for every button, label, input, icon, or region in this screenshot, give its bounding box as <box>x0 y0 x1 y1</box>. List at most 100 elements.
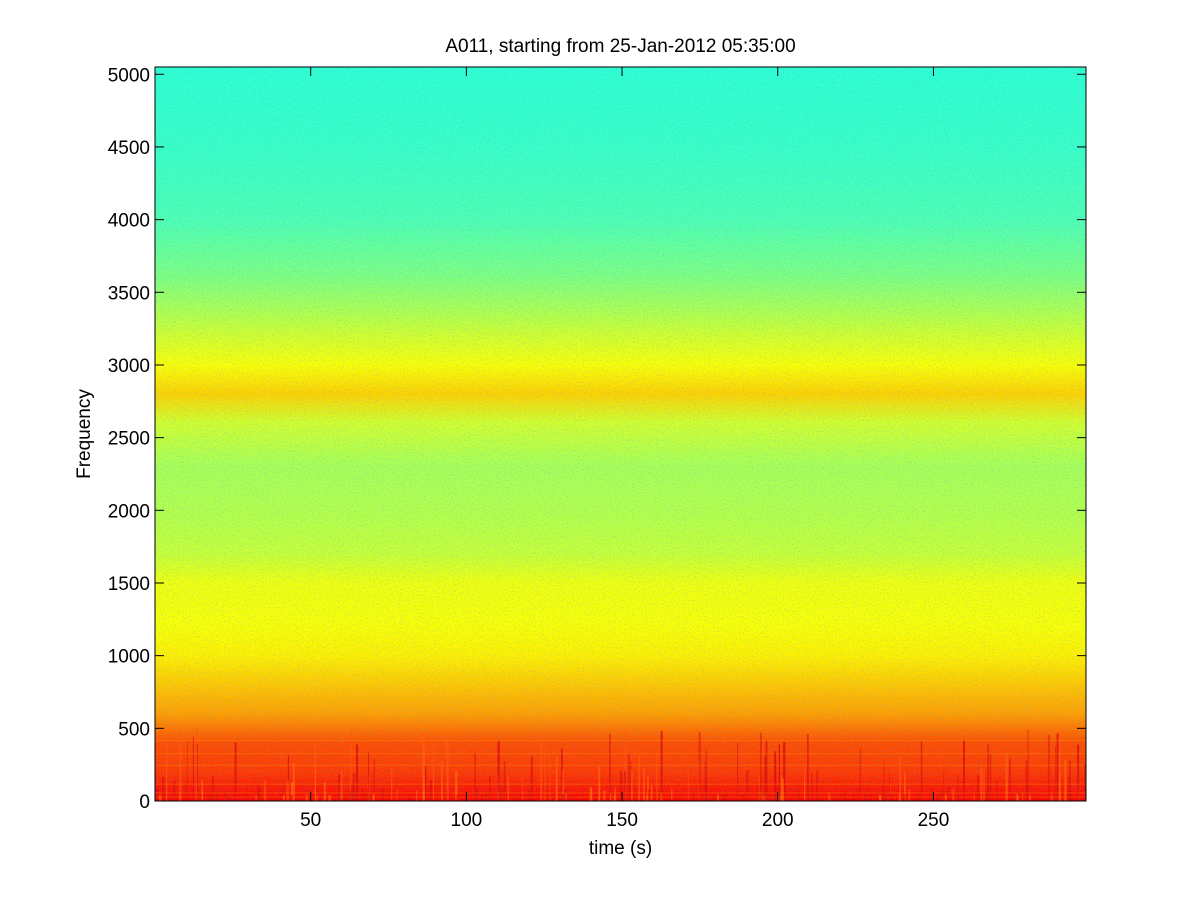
transient-burst <box>829 795 831 801</box>
transient-burst <box>519 793 522 801</box>
transient-burst <box>1022 792 1023 801</box>
transient-burst <box>441 761 443 801</box>
transient-burst <box>692 792 694 801</box>
transient-burst <box>215 795 218 801</box>
transient-burst <box>778 744 780 801</box>
transient-burst <box>660 731 663 801</box>
transient-burst <box>521 776 523 801</box>
transient-burst <box>476 787 478 801</box>
transient-burst <box>1058 733 1061 801</box>
transient-burst <box>186 741 188 801</box>
transient-burst <box>547 795 550 801</box>
transient-burst <box>1034 794 1036 801</box>
transient-burst <box>564 793 567 801</box>
spectrogram-area <box>155 67 1086 801</box>
transient-burst <box>1009 758 1011 801</box>
transient-burst <box>930 790 933 801</box>
transient-burst <box>979 793 981 801</box>
transient-burst <box>647 776 649 801</box>
transient-burst <box>883 761 885 801</box>
transient-burst <box>381 788 384 801</box>
transient-burst <box>780 775 783 801</box>
transient-burst <box>804 770 806 801</box>
transient-burst <box>209 795 212 801</box>
spectrogram-texture-warm <box>155 67 1086 801</box>
transient-burst <box>416 789 418 801</box>
transient-burst <box>373 758 375 801</box>
transient-burst <box>373 794 375 801</box>
y-tick-label: 4500 <box>108 138 150 159</box>
transient-burst <box>758 774 760 801</box>
transient-burst <box>857 786 859 801</box>
x-axis-title: time (s) <box>589 838 652 859</box>
x-tick-label: 150 <box>606 810 638 831</box>
transient-burst <box>989 754 992 801</box>
transient-burst <box>904 772 906 801</box>
transient-burst <box>192 736 194 801</box>
transient-burst <box>337 792 340 801</box>
transient-burst <box>497 743 499 801</box>
transient-burst <box>349 791 352 801</box>
transient-burst <box>1047 735 1050 801</box>
transient-burst <box>564 790 566 801</box>
transient-burst <box>704 762 706 801</box>
transient-burst <box>292 762 295 801</box>
transient-burst <box>287 755 289 801</box>
transient-burst <box>445 791 448 801</box>
transient-burst <box>365 793 368 801</box>
transient-burst <box>853 793 856 801</box>
transient-burst <box>987 744 990 801</box>
transient-burst <box>725 790 726 801</box>
transient-burst <box>455 795 458 801</box>
transient-burst <box>1027 730 1029 801</box>
transient-burst <box>156 787 159 801</box>
transient-burst <box>656 752 658 801</box>
transient-burst <box>650 785 653 801</box>
transient-burst <box>195 726 198 801</box>
transient-burst <box>530 756 533 801</box>
transient-burst <box>343 794 345 801</box>
transient-burst <box>783 742 786 801</box>
transient-burst <box>234 742 237 801</box>
transient-burst <box>973 795 975 801</box>
transient-burst <box>717 795 719 801</box>
transient-burst <box>879 794 882 801</box>
transient-burst <box>159 794 162 801</box>
transient-burst <box>908 789 911 801</box>
transient-burst <box>356 744 359 801</box>
transient-burst <box>963 740 965 801</box>
y-tick-label: 2500 <box>108 429 150 450</box>
transient-burst <box>245 794 247 801</box>
y-tick-label: 0 <box>139 792 150 813</box>
transient-burst <box>737 743 739 801</box>
transient-burst <box>562 768 564 801</box>
harmonic-line <box>155 753 1086 755</box>
transient-burst <box>782 778 784 801</box>
transient-burst <box>643 768 645 801</box>
transient-burst <box>620 772 623 801</box>
transient-burst <box>867 794 869 801</box>
transient-burst <box>562 794 564 801</box>
transient-burst <box>1050 794 1053 801</box>
transient-burst <box>568 795 572 801</box>
transient-burst <box>899 756 901 801</box>
transient-burst <box>1006 793 1007 801</box>
transient-burst <box>890 794 892 801</box>
transient-burst <box>980 766 983 801</box>
transient-burst <box>791 794 793 801</box>
transient-burst <box>609 734 611 801</box>
transient-burst <box>474 753 476 801</box>
transient-burst <box>560 748 563 801</box>
transient-burst <box>594 794 597 801</box>
transient-burst <box>843 792 846 801</box>
transient-burst <box>227 794 230 801</box>
transient-burst <box>818 795 820 801</box>
transient-burst <box>669 795 672 801</box>
transient-burst <box>864 792 867 801</box>
y-tick-label: 3000 <box>108 356 150 377</box>
transient-burst <box>323 782 326 801</box>
transient-burst <box>627 753 630 801</box>
transient-burst <box>983 772 985 801</box>
transient-burst <box>952 788 955 801</box>
transient-burst <box>920 741 923 801</box>
